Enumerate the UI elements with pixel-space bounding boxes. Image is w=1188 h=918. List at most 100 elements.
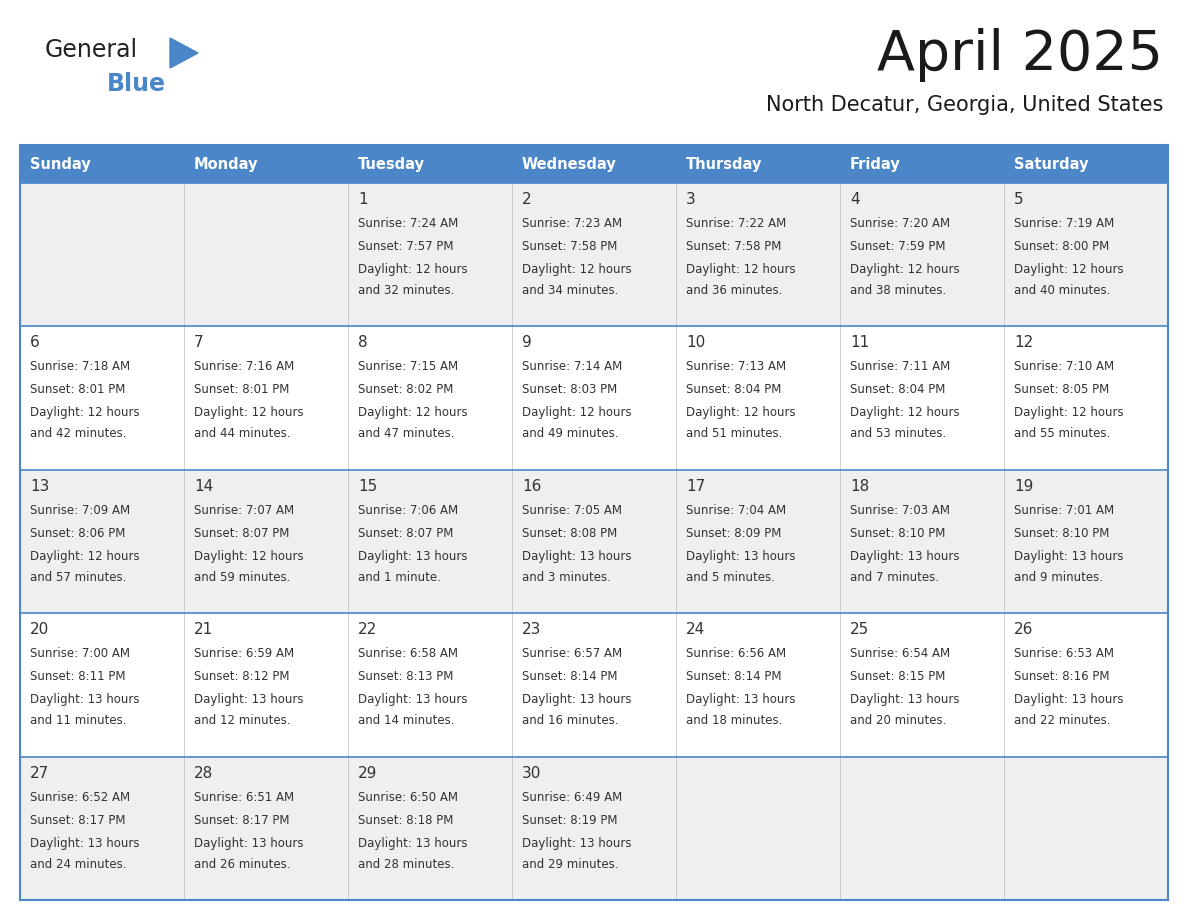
Text: 20: 20 [30, 622, 49, 637]
Text: Sunrise: 7:07 AM: Sunrise: 7:07 AM [194, 504, 295, 517]
Text: Sunrise: 7:14 AM: Sunrise: 7:14 AM [522, 361, 623, 374]
Text: Sunset: 8:05 PM: Sunset: 8:05 PM [1015, 384, 1110, 397]
Text: and 49 minutes.: and 49 minutes. [522, 428, 619, 441]
Bar [20, 613, 1168, 756]
Text: Sunrise: 6:51 AM: Sunrise: 6:51 AM [194, 790, 295, 803]
Text: and 53 minutes.: and 53 minutes. [849, 428, 947, 441]
Text: Daylight: 12 hours: Daylight: 12 hours [194, 550, 304, 563]
Text: Daylight: 13 hours: Daylight: 13 hours [522, 693, 632, 706]
Text: Daylight: 13 hours: Daylight: 13 hours [358, 693, 468, 706]
Text: Daylight: 12 hours: Daylight: 12 hours [522, 263, 632, 276]
Bar [20, 470, 1168, 613]
Text: and 40 minutes.: and 40 minutes. [1015, 284, 1111, 297]
Text: Sunrise: 6:54 AM: Sunrise: 6:54 AM [849, 647, 950, 660]
Text: and 28 minutes.: and 28 minutes. [358, 857, 454, 870]
Text: Daylight: 12 hours: Daylight: 12 hours [358, 407, 468, 420]
Text: Sunday: Sunday [30, 156, 90, 172]
Text: Sunset: 7:59 PM: Sunset: 7:59 PM [849, 240, 946, 253]
Text: and 18 minutes.: and 18 minutes. [685, 714, 783, 727]
Text: 1: 1 [358, 192, 367, 207]
Text: 15: 15 [358, 479, 378, 494]
Text: Sunset: 8:02 PM: Sunset: 8:02 PM [358, 384, 454, 397]
Text: Tuesday: Tuesday [358, 156, 425, 172]
Text: Sunset: 8:15 PM: Sunset: 8:15 PM [849, 670, 946, 683]
Text: Sunrise: 7:05 AM: Sunrise: 7:05 AM [522, 504, 623, 517]
Text: and 29 minutes.: and 29 minutes. [522, 857, 619, 870]
Text: Sunset: 8:06 PM: Sunset: 8:06 PM [30, 527, 126, 540]
Text: 6: 6 [30, 335, 39, 351]
Text: Sunset: 8:14 PM: Sunset: 8:14 PM [685, 670, 782, 683]
Text: Sunrise: 7:11 AM: Sunrise: 7:11 AM [849, 361, 950, 374]
Text: April 2025: April 2025 [877, 28, 1163, 82]
Text: North Decatur, Georgia, United States: North Decatur, Georgia, United States [765, 95, 1163, 115]
Text: Sunset: 8:03 PM: Sunset: 8:03 PM [522, 384, 618, 397]
Text: Daylight: 12 hours: Daylight: 12 hours [849, 407, 960, 420]
Text: and 3 minutes.: and 3 minutes. [522, 571, 611, 584]
Text: and 34 minutes.: and 34 minutes. [522, 284, 619, 297]
Text: General: General [45, 38, 138, 62]
Text: and 1 minute.: and 1 minute. [358, 571, 441, 584]
Text: Sunset: 8:12 PM: Sunset: 8:12 PM [194, 670, 290, 683]
Text: Sunrise: 7:04 AM: Sunrise: 7:04 AM [685, 504, 786, 517]
Text: Sunrise: 7:01 AM: Sunrise: 7:01 AM [1015, 504, 1114, 517]
Text: Daylight: 12 hours: Daylight: 12 hours [685, 263, 796, 276]
Text: Daylight: 12 hours: Daylight: 12 hours [522, 407, 632, 420]
Text: and 38 minutes.: and 38 minutes. [849, 284, 947, 297]
Text: and 22 minutes.: and 22 minutes. [1015, 714, 1111, 727]
Text: Sunrise: 7:20 AM: Sunrise: 7:20 AM [849, 217, 950, 230]
Text: Daylight: 12 hours: Daylight: 12 hours [30, 550, 140, 563]
Text: 5: 5 [1015, 192, 1024, 207]
Text: Daylight: 13 hours: Daylight: 13 hours [522, 836, 632, 849]
Text: Daylight: 13 hours: Daylight: 13 hours [30, 693, 139, 706]
Text: Sunrise: 7:06 AM: Sunrise: 7:06 AM [358, 504, 459, 517]
Bar [20, 145, 184, 183]
Text: and 55 minutes.: and 55 minutes. [1015, 428, 1111, 441]
Text: 9: 9 [522, 335, 532, 351]
Text: Daylight: 13 hours: Daylight: 13 hours [30, 836, 139, 849]
Text: and 11 minutes.: and 11 minutes. [30, 714, 126, 727]
Text: Daylight: 13 hours: Daylight: 13 hours [1015, 550, 1124, 563]
Text: Sunrise: 6:52 AM: Sunrise: 6:52 AM [30, 790, 131, 803]
Text: Sunrise: 6:57 AM: Sunrise: 6:57 AM [522, 647, 623, 660]
Bar [676, 145, 840, 183]
Text: and 44 minutes.: and 44 minutes. [194, 428, 291, 441]
Bar [20, 327, 1168, 470]
Text: Daylight: 13 hours: Daylight: 13 hours [194, 836, 303, 849]
Text: and 59 minutes.: and 59 minutes. [194, 571, 290, 584]
Text: Sunset: 8:07 PM: Sunset: 8:07 PM [194, 527, 290, 540]
Text: Thursday: Thursday [685, 156, 763, 172]
Text: Sunrise: 6:59 AM: Sunrise: 6:59 AM [194, 647, 295, 660]
Text: 23: 23 [522, 622, 542, 637]
Text: 21: 21 [194, 622, 214, 637]
Text: 24: 24 [685, 622, 706, 637]
Text: 22: 22 [358, 622, 378, 637]
Text: Sunrise: 7:15 AM: Sunrise: 7:15 AM [358, 361, 459, 374]
Text: 17: 17 [685, 479, 706, 494]
Text: 7: 7 [194, 335, 203, 351]
Text: Sunset: 8:14 PM: Sunset: 8:14 PM [522, 670, 618, 683]
Text: Sunset: 8:04 PM: Sunset: 8:04 PM [685, 384, 782, 397]
Text: Daylight: 13 hours: Daylight: 13 hours [358, 550, 468, 563]
Text: and 42 minutes.: and 42 minutes. [30, 428, 126, 441]
Text: 2: 2 [522, 192, 531, 207]
Text: 19: 19 [1015, 479, 1034, 494]
Text: Sunrise: 7:18 AM: Sunrise: 7:18 AM [30, 361, 131, 374]
Text: and 32 minutes.: and 32 minutes. [358, 284, 454, 297]
Text: and 36 minutes.: and 36 minutes. [685, 284, 783, 297]
Text: Daylight: 13 hours: Daylight: 13 hours [358, 836, 468, 849]
Text: Sunrise: 6:50 AM: Sunrise: 6:50 AM [358, 790, 459, 803]
Text: Sunset: 8:04 PM: Sunset: 8:04 PM [849, 384, 946, 397]
Text: Sunrise: 7:10 AM: Sunrise: 7:10 AM [1015, 361, 1114, 374]
Text: Saturday: Saturday [1015, 156, 1088, 172]
Text: and 47 minutes.: and 47 minutes. [358, 428, 455, 441]
Text: Daylight: 12 hours: Daylight: 12 hours [194, 407, 304, 420]
Text: 10: 10 [685, 335, 706, 351]
Bar [348, 145, 512, 183]
Text: Daylight: 13 hours: Daylight: 13 hours [685, 550, 796, 563]
Text: Sunset: 8:10 PM: Sunset: 8:10 PM [1015, 527, 1110, 540]
Text: 29: 29 [358, 766, 378, 780]
Text: Sunset: 8:13 PM: Sunset: 8:13 PM [358, 670, 454, 683]
Text: Sunset: 7:58 PM: Sunset: 7:58 PM [685, 240, 782, 253]
Text: Sunset: 8:19 PM: Sunset: 8:19 PM [522, 813, 618, 826]
Text: 4: 4 [849, 192, 860, 207]
